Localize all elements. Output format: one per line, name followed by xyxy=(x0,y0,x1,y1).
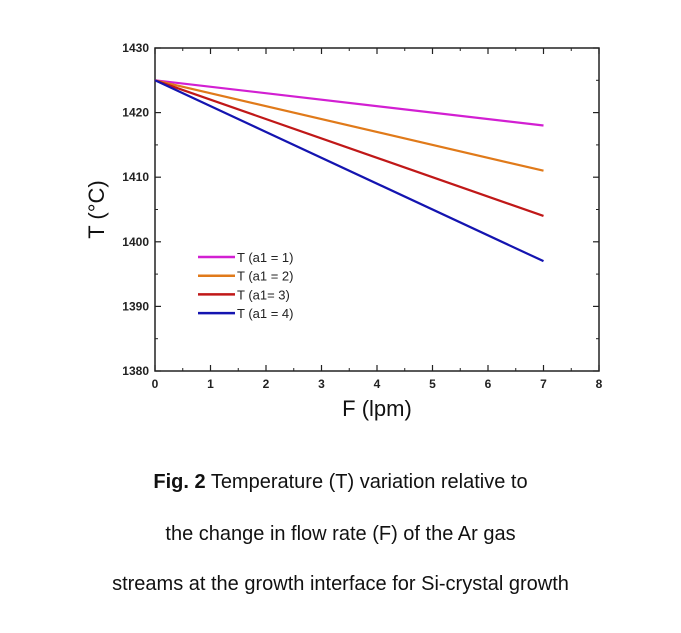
y-tick-label: 1410 xyxy=(122,170,149,184)
y-tick-label: 1380 xyxy=(122,364,149,378)
legend-label-3: T (a1= 3) xyxy=(237,287,290,302)
series-line-3 xyxy=(154,79,544,217)
y-tick-label: 1390 xyxy=(122,299,149,313)
x-tick-label: 1 xyxy=(207,377,214,391)
y-tick-label: 1400 xyxy=(122,235,149,249)
series-line-1 xyxy=(154,79,544,127)
figure-caption-line-1: Fig. 2 Temperature (T) variation relativ… xyxy=(0,471,681,494)
figure-caption-line-3: streams at the growth interface for Si-c… xyxy=(112,573,569,595)
legend-label-1: T (a1 = 1) xyxy=(237,250,293,265)
x-tick-label: 3 xyxy=(318,377,325,391)
x-tick-label: 7 xyxy=(540,377,547,391)
series-line-4 xyxy=(154,79,544,263)
y-axis-label: T (°C) xyxy=(84,180,109,239)
x-tick-label: 6 xyxy=(485,377,492,391)
x-tick-label: 5 xyxy=(429,377,436,391)
figure-label: Fig. 2 xyxy=(153,471,206,493)
x-axis-label: F (lpm) xyxy=(342,396,412,421)
x-tick-label: 4 xyxy=(374,377,381,391)
y-tick-label: 1420 xyxy=(122,106,149,120)
x-tick-label: 2 xyxy=(263,377,270,391)
legend-label-2: T (a1 = 2) xyxy=(237,269,293,284)
y-tick-label: 1430 xyxy=(122,41,149,55)
series-line-2 xyxy=(154,79,544,172)
caption-text-1: Temperature (T) variation relative to xyxy=(210,471,528,493)
x-tick-label: 8 xyxy=(596,377,603,391)
line-chart: 0 1 2 3 4 5 6 7 8 1380 1390 1400 1410 1420 1430 F (lpm)… xyxy=(84,41,603,421)
legend-label-4: T (a1 = 4) xyxy=(237,306,293,321)
x-tick-label: 0 xyxy=(152,377,159,391)
figure-caption-line-2: the change in flow rate (F) of the Ar ga… xyxy=(165,523,516,545)
